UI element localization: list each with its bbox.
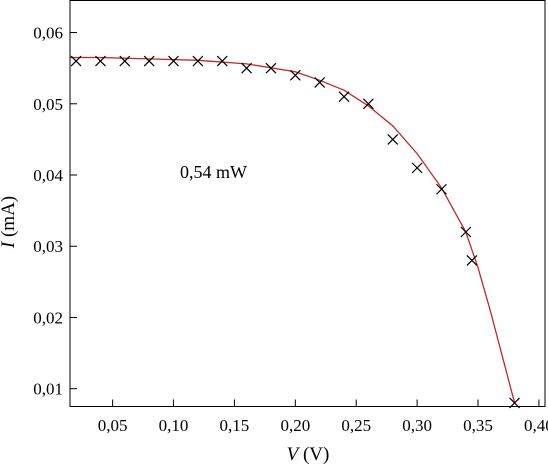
y-tick-label: 0,01 bbox=[33, 380, 63, 399]
data-point-marker bbox=[362, 98, 374, 110]
y-tick-label: 0,05 bbox=[33, 95, 63, 114]
data-point-marker bbox=[289, 69, 301, 81]
y-tick-label: 0,06 bbox=[33, 24, 63, 43]
data-point-marker bbox=[95, 55, 106, 67]
x-tick-label: 0,25 bbox=[341, 416, 371, 435]
x-axis-variable: V bbox=[287, 444, 301, 465]
svg-text:V (V): V (V) bbox=[287, 444, 330, 465]
y-axis-title: I (mA) bbox=[0, 196, 19, 249]
svg-text:I (mA): I (mA) bbox=[0, 196, 19, 249]
data-point-marker bbox=[460, 226, 472, 238]
data-point-marker bbox=[436, 183, 447, 195]
y-axis-unit: (mA) bbox=[0, 196, 19, 242]
y-axis-variable: I bbox=[0, 240, 19, 249]
data-point-marker bbox=[168, 55, 179, 67]
x-tick-label: 0,10 bbox=[159, 416, 189, 435]
data-point-marker bbox=[241, 62, 253, 74]
x-tick-label: 0,35 bbox=[463, 416, 493, 435]
data-point-marker bbox=[70, 55, 82, 67]
y-tick-label: 0,04 bbox=[33, 166, 63, 185]
data-point-marker bbox=[387, 133, 399, 145]
plot-frame bbox=[69, 0, 546, 407]
x-tick-label: 0,15 bbox=[220, 416, 250, 435]
x-axis-title: V (V) bbox=[287, 444, 330, 465]
y-tick-label: 0,02 bbox=[33, 308, 63, 327]
data-points-layer bbox=[70, 55, 520, 409]
data-point-marker bbox=[411, 162, 423, 174]
data-point-marker bbox=[466, 255, 478, 266]
data-point-marker bbox=[192, 55, 204, 67]
fit-curve-layer bbox=[70, 56, 516, 404]
x-tick-label: 0,40 bbox=[524, 416, 548, 435]
data-point-marker bbox=[265, 62, 277, 74]
x-axis-unit: (V) bbox=[298, 444, 329, 465]
power-annotation: 0,54 mW bbox=[180, 162, 247, 182]
x-tick-label: 0,05 bbox=[98, 416, 128, 435]
tick-layer: 0,05 0,10 0,15 0,20 0,25 0,30 0,35 0,40 0,01 0,02… bbox=[33, 24, 548, 435]
x-tick-label: 0,30 bbox=[402, 416, 432, 435]
fit-curve-line bbox=[70, 56, 516, 404]
data-point-marker bbox=[143, 55, 155, 67]
data-point-marker bbox=[314, 76, 326, 88]
data-point-marker bbox=[216, 55, 228, 67]
data-point-marker bbox=[119, 55, 131, 67]
x-tick-label: 0,20 bbox=[280, 416, 310, 435]
data-point-marker bbox=[338, 91, 350, 103]
y-tick-label: 0,03 bbox=[33, 237, 63, 256]
